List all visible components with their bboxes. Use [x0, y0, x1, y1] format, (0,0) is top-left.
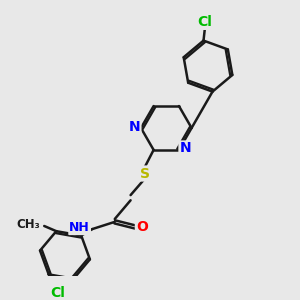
Text: O: O: [136, 220, 148, 234]
Text: S: S: [140, 167, 150, 181]
Text: N: N: [129, 119, 140, 134]
Text: NH: NH: [69, 221, 90, 234]
Text: N: N: [179, 142, 191, 155]
Text: CH₃: CH₃: [16, 218, 40, 231]
Text: Cl: Cl: [197, 15, 212, 29]
Text: Cl: Cl: [50, 286, 65, 300]
